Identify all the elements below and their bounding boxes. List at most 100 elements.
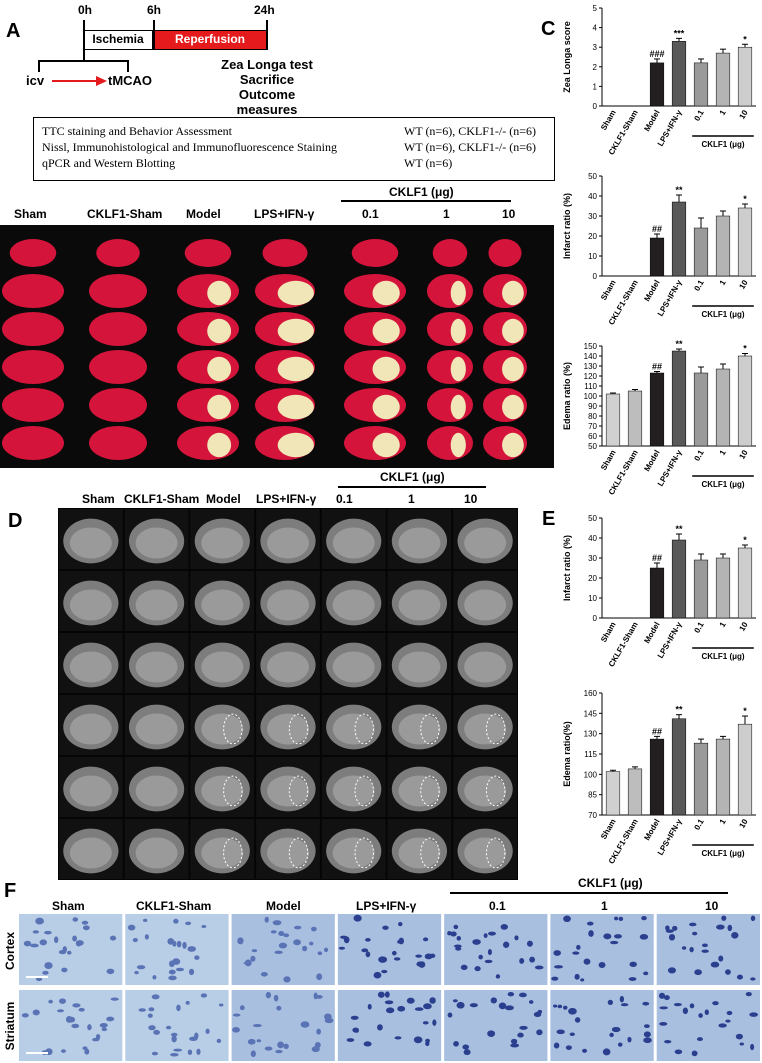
y-tick-label: 115 — [584, 750, 597, 759]
bar — [649, 62, 665, 107]
neuron-cell — [61, 1049, 66, 1053]
neuron-cell — [704, 1009, 709, 1016]
neuron-cell — [484, 959, 493, 964]
neuron-cell — [138, 1008, 146, 1012]
brain-slice — [89, 274, 147, 308]
neuron-cell — [627, 1036, 632, 1043]
neuron-cell — [21, 1013, 29, 1018]
neuron-cell — [474, 966, 481, 972]
nissl-tile — [656, 914, 760, 985]
neuron-cell — [682, 1007, 689, 1015]
y-tick-label: 130 — [584, 730, 598, 739]
neuron-cell — [188, 968, 195, 976]
y-tick-label: 50 — [588, 442, 597, 451]
neuron-cell — [45, 1048, 53, 1056]
neuron-cell — [278, 931, 285, 937]
neuron-cell — [323, 947, 329, 953]
panel-label-e: E — [542, 508, 556, 530]
neuron-cell — [739, 1042, 745, 1046]
infarct-area — [450, 432, 466, 458]
mri-group-labels: Sham CKLF1-Sham Model LPS+IFN-γ 0.1 1 10 — [0, 492, 560, 506]
chart-ttc-edema-ratio: Edema ratio (%)5060708090100110120130140… — [562, 339, 756, 497]
x-tick-label: Sham — [599, 109, 618, 132]
bar — [737, 207, 753, 277]
y-tick-label: 160 — [584, 689, 598, 698]
infarct-area — [277, 432, 314, 458]
panel-label-c: C — [541, 18, 556, 40]
brain-slice — [96, 239, 140, 267]
neuron-cell — [613, 934, 622, 939]
neuron-cell — [422, 1021, 429, 1025]
neuron-cell — [72, 1003, 81, 1008]
nissl-tile — [550, 914, 654, 985]
neuron-cell — [247, 1038, 256, 1045]
neuron-cell — [167, 938, 175, 945]
x-tick-label: 0.1 — [692, 278, 706, 293]
neuron-cell — [551, 976, 559, 981]
lesion-outline — [223, 837, 243, 869]
neuron-cell — [127, 924, 136, 931]
infarct-area — [277, 356, 314, 382]
neuron-cell — [170, 1032, 178, 1037]
neuron-cell — [313, 992, 318, 1000]
chart-mri-edema-ratio: Edema ratio(%) 70 85 100 115 130 145 160 Sham CKL… — [562, 689, 756, 866]
x-tick-label: Model — [642, 621, 661, 646]
neuron-cell — [668, 933, 676, 941]
neuron-cell — [283, 933, 290, 938]
neuron-cell — [618, 916, 624, 922]
neuron-cell — [382, 925, 389, 930]
neuron-cell — [276, 1005, 282, 1011]
group-label: CKLF1 (μg) — [701, 310, 744, 319]
neuron-cell — [725, 969, 731, 975]
x-tick-label: 1 — [718, 620, 728, 629]
neuron-cell — [187, 946, 196, 952]
x-tick-label: 0.1 — [692, 817, 706, 832]
neuron-cell — [452, 999, 458, 1003]
lesion-outline — [485, 837, 506, 869]
neuron-cell — [507, 991, 515, 997]
x-tick-label: Model — [642, 449, 661, 474]
neuron-cell — [689, 1003, 695, 1009]
mri-brain-scans-image — [58, 508, 518, 880]
significance-label: * — [743, 194, 747, 204]
neuron-cell — [136, 965, 146, 970]
neuron-cell — [721, 915, 727, 921]
neuron-cell — [385, 1007, 395, 1014]
infarct-area — [502, 394, 524, 420]
reperfusion-label: Reperfusion — [174, 32, 245, 46]
group-label: LPS+IFN-γ — [256, 492, 317, 506]
infarct-area — [207, 394, 232, 420]
y-tick-label: 120 — [584, 372, 598, 381]
neuron-cell — [316, 973, 323, 981]
neuron-cell — [664, 995, 670, 1001]
neuron-cell — [536, 1029, 543, 1036]
mri-tissue — [464, 651, 507, 683]
timeline: 0h 6h 24h Ischemia Reperfusion icv tMCAO… — [0, 0, 340, 117]
y-tick-label: 30 — [588, 212, 597, 221]
neuron-cell — [658, 992, 666, 999]
bar — [671, 539, 687, 619]
timeline-t24: 24h — [254, 3, 275, 17]
neuron-cell — [727, 924, 733, 932]
mri-tissue — [135, 837, 178, 869]
neuron-cell — [731, 931, 739, 939]
neuron-cell — [398, 922, 403, 927]
neuron-cell — [237, 937, 244, 945]
neuron-cell — [580, 978, 585, 982]
neuron-cell — [453, 944, 462, 948]
lesion-outline — [288, 713, 309, 745]
mri-tissue — [135, 589, 178, 621]
neuron-cell — [533, 1011, 542, 1018]
infarct-area — [450, 356, 466, 382]
mri-tissue — [464, 527, 507, 559]
ttc-brain-slices-image — [0, 225, 554, 468]
bar — [693, 372, 709, 447]
neuron-cell — [182, 941, 187, 949]
y-tick-label: 70 — [588, 422, 597, 431]
neuron-cell — [353, 914, 362, 922]
neuron-cell — [264, 916, 269, 923]
neuron-cell — [500, 923, 509, 930]
mri-tissue — [332, 589, 375, 621]
neuron-cell — [148, 1007, 155, 1012]
neuron-cell — [61, 967, 68, 973]
